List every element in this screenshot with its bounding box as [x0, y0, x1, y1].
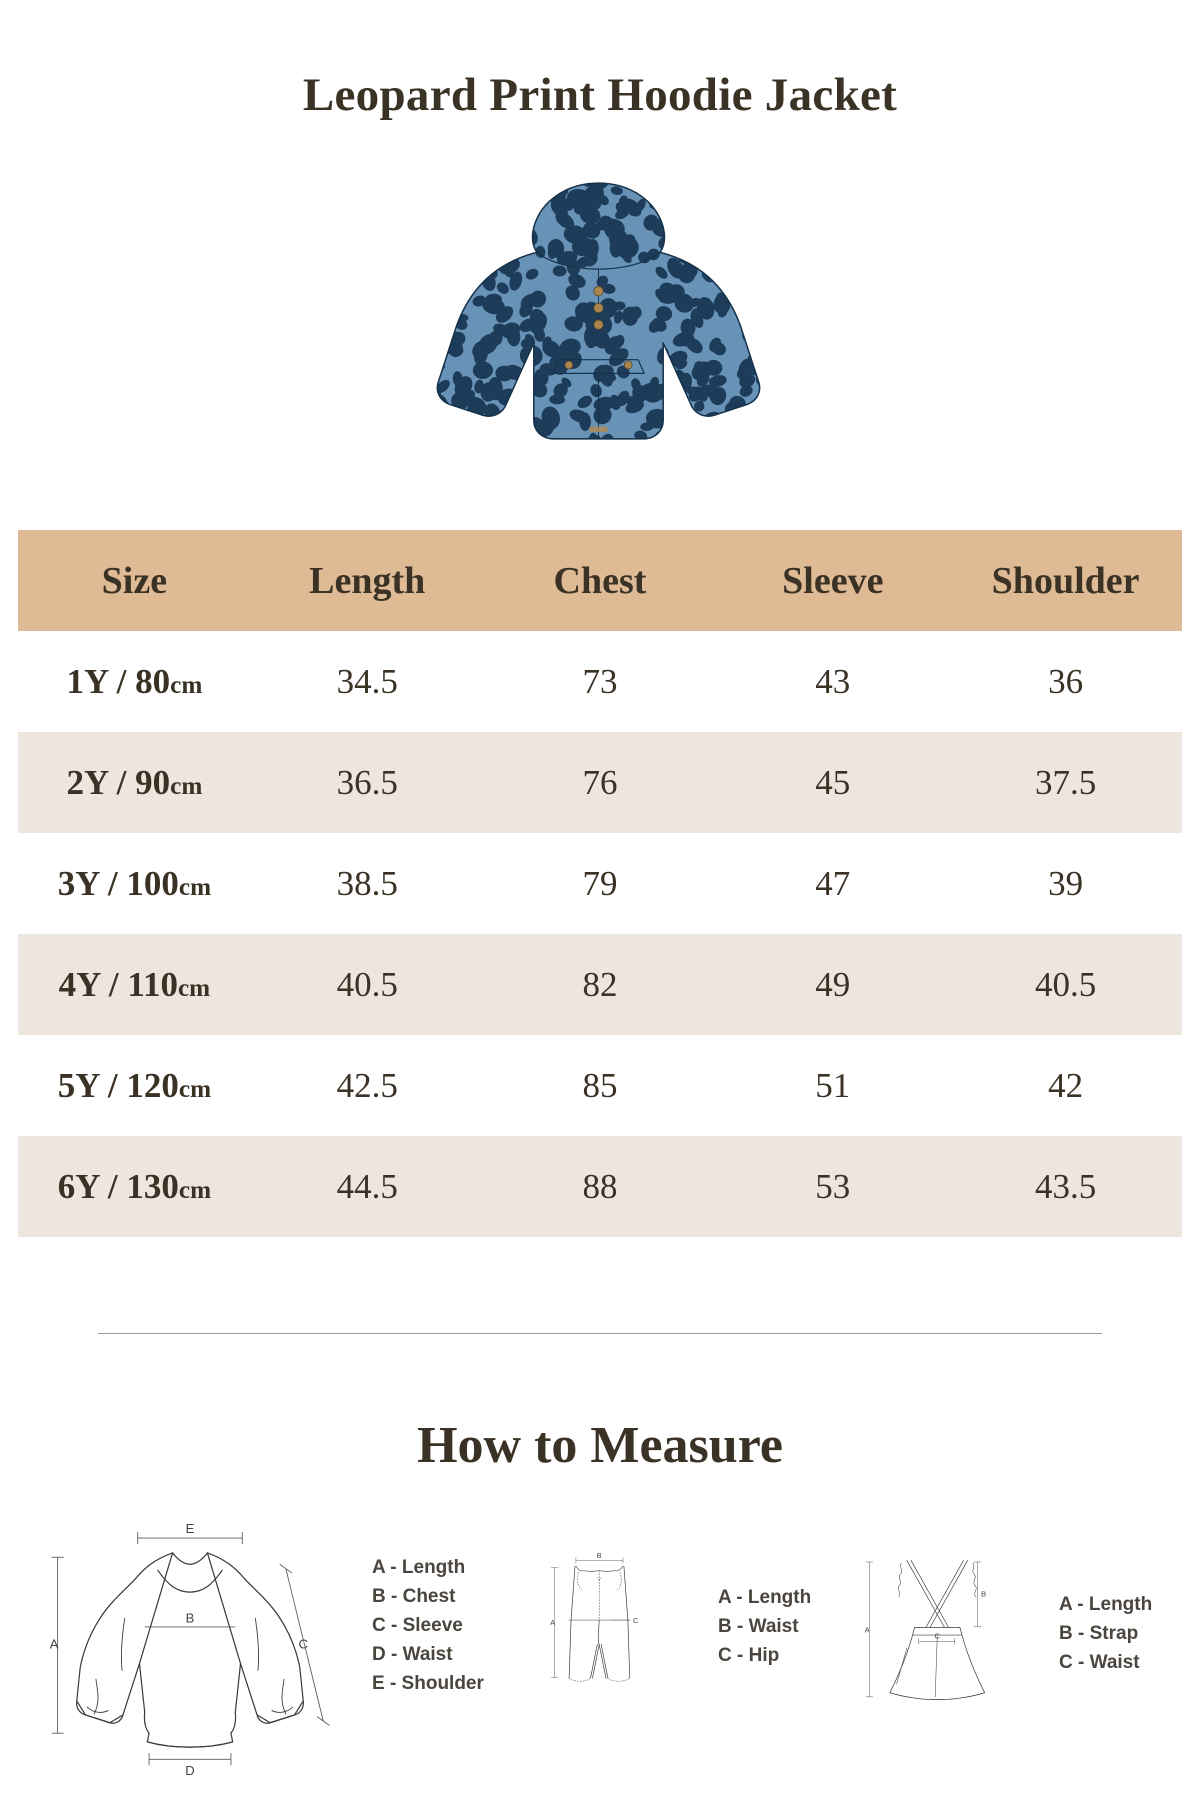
- svg-text:A: A: [865, 1626, 871, 1635]
- svg-text:E: E: [186, 1521, 195, 1536]
- svg-text:C: C: [934, 1632, 940, 1641]
- svg-text:B: B: [981, 1589, 986, 1598]
- svg-text:B: B: [597, 1551, 602, 1560]
- svg-text:D: D: [185, 1763, 194, 1775]
- svg-text:B: B: [186, 1611, 195, 1626]
- svg-text:C: C: [633, 1616, 638, 1625]
- svg-text:A: A: [50, 1637, 59, 1652]
- svg-text:C: C: [299, 1637, 308, 1652]
- svg-text:A: A: [550, 1618, 555, 1627]
